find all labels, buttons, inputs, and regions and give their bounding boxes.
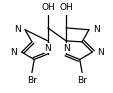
Text: Br: Br: [77, 76, 86, 85]
Text: N: N: [10, 48, 17, 57]
Text: N: N: [14, 25, 20, 34]
Text: OH: OH: [59, 3, 72, 12]
Text: OH: OH: [41, 3, 54, 12]
Text: N: N: [62, 44, 69, 53]
Text: N: N: [96, 48, 103, 57]
Text: Br: Br: [27, 76, 36, 85]
Text: N: N: [44, 44, 51, 53]
Text: N: N: [93, 25, 99, 34]
